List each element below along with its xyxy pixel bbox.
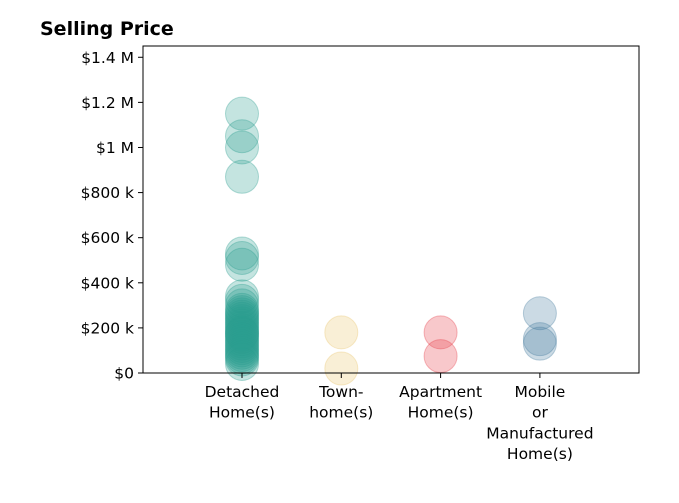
plot-frame [142, 45, 640, 374]
data-point [225, 308, 259, 343]
data-point [225, 292, 259, 327]
data-point [225, 247, 259, 282]
x-tick-label: Home(s) [209, 404, 275, 422]
data-point [225, 313, 259, 348]
y-tick-label: $800 k [81, 184, 134, 202]
data-point [225, 328, 259, 363]
x-tick-label: Home(s) [408, 404, 474, 422]
data-point [225, 240, 259, 275]
chart-title: Selling Price [40, 18, 174, 40]
x-tick-label: Manufactured [486, 424, 593, 442]
y-axis: $0 $200 k $400 k $600 k $800 k $1 M $1.2 M $1.4… [81, 49, 143, 383]
x-tick-label: Mobile [514, 383, 565, 401]
data-point [225, 119, 259, 154]
data-point [225, 304, 259, 339]
data-point [324, 351, 359, 386]
data-point [225, 322, 259, 357]
data-point [225, 335, 259, 370]
y-tick-label: $600 k [81, 229, 134, 247]
data-point [225, 333, 259, 368]
data-point [225, 331, 259, 366]
x-tick-label: home(s) [309, 404, 373, 422]
data-point [522, 326, 557, 361]
y-tick-label: $0 [114, 365, 134, 383]
data-point [225, 346, 259, 381]
data-point [225, 310, 259, 345]
data-point [225, 295, 259, 330]
data-point [225, 279, 259, 314]
data-point [225, 130, 259, 165]
data-point [423, 315, 458, 350]
x-tick-label: Home(s) [507, 445, 573, 463]
data-point [225, 283, 259, 318]
data-point [225, 324, 259, 359]
data-point [225, 317, 259, 352]
data-point [225, 288, 259, 323]
y-tick-label: $1.4 M [81, 49, 134, 67]
data-point [225, 297, 259, 332]
x-tick-label: or [532, 404, 548, 422]
data-point [225, 316, 259, 351]
data-point [225, 159, 259, 194]
x-tick-label: Apartment [399, 383, 482, 401]
data-points [225, 96, 557, 386]
y-tick-label: $200 k [81, 319, 134, 337]
data-point [522, 296, 557, 331]
data-point [324, 315, 359, 350]
data-point [225, 236, 259, 271]
data-point [225, 315, 259, 350]
data-point [225, 337, 259, 372]
data-point [225, 319, 259, 354]
data-point [522, 322, 557, 357]
data-point [225, 306, 259, 341]
x-axis: Detached Home(s) Town-home(s) Apartment Home… [205, 373, 594, 463]
data-point [225, 301, 259, 336]
y-tick-label: $1.2 M [81, 94, 134, 112]
x-tick-label: Detached [205, 383, 280, 401]
data-point [225, 326, 259, 361]
data-point [225, 299, 259, 334]
y-tick-label: $1 M [96, 139, 134, 157]
x-tick-label: Town- [318, 383, 363, 401]
data-point [225, 96, 259, 131]
data-point [423, 339, 458, 374]
y-tick-label: $400 k [81, 274, 134, 292]
